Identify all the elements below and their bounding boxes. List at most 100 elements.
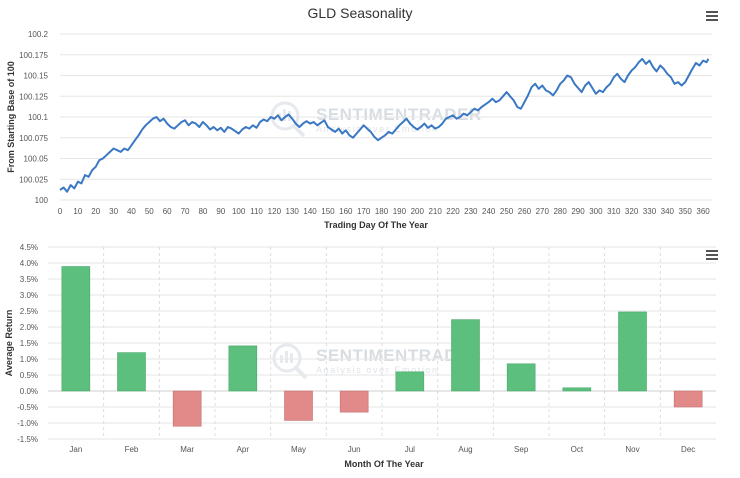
bar-aug[interactable]	[451, 319, 480, 392]
x-tick-label: 90	[216, 207, 225, 216]
x-tick-label: 120	[268, 207, 282, 216]
x-tick-label: 330	[643, 207, 657, 216]
y-tick-label: 100.175	[19, 51, 48, 60]
watermark-logo-icon	[270, 101, 306, 138]
x-tick-label: 220	[446, 207, 460, 216]
x-tick-label: 340	[661, 207, 675, 216]
bar-apr[interactable]	[228, 345, 258, 392]
x-tick-label: 130	[286, 207, 300, 216]
bar-feb[interactable]	[117, 352, 146, 392]
y-tick-label: 2.5%	[20, 307, 38, 316]
x-tick-label: Sep	[514, 445, 529, 454]
y-tick-label: 3.0%	[20, 291, 38, 300]
y-tick-label: 0.0%	[20, 387, 38, 396]
x-tick-label: 190	[393, 207, 407, 216]
watermark-top: SENTIMENTRADER Analysis over Emotion	[270, 101, 482, 138]
bar-jun[interactable]	[339, 390, 369, 413]
x-tick-label: Apr	[237, 445, 250, 454]
y-tick-label: 1.5%	[20, 339, 38, 348]
y-tick-label: -1.5%	[17, 435, 38, 444]
x-tick-label: 270	[536, 207, 550, 216]
menu-icon[interactable]	[704, 248, 720, 262]
line-chart-y-axis-title: From Starting Base of 100	[6, 61, 16, 173]
bar-dec[interactable]	[673, 390, 703, 408]
x-tick-label: 30	[109, 207, 118, 216]
x-tick-label: Oct	[571, 445, 584, 454]
line-chart-grid	[60, 33, 712, 201]
y-tick-label: 100.05	[24, 155, 49, 164]
x-tick-label: 230	[464, 207, 478, 216]
y-tick-label: 4.5%	[20, 243, 38, 252]
bar-jul[interactable]	[395, 371, 425, 392]
x-tick-label: 360	[696, 207, 710, 216]
bar-chart-y-axis: -1.5% -1.0% -0.5% 0.0% 0.5% 1.0% 1.5% 2.0% 2.5% 3…	[17, 243, 38, 444]
x-tick-label: 240	[482, 207, 496, 216]
bar-chart-x-axis: Jan Feb Mar Apr May Jun Jul Aug Sep Oct Nov Dec	[69, 445, 695, 454]
y-tick-label: 0.5%	[20, 371, 38, 380]
watermark-brand: SENTIMENTRADER	[316, 105, 482, 124]
watermark-tagline: Analysis over Emotion	[316, 365, 439, 375]
y-tick-label: 100.1	[28, 113, 49, 122]
y-tick-label: 100.025	[19, 175, 48, 184]
x-tick-label: 40	[127, 207, 136, 216]
x-tick-label: 150	[321, 207, 335, 216]
x-tick-label: Dec	[681, 445, 695, 454]
x-tick-label: 170	[357, 207, 371, 216]
x-tick-label: 260	[518, 207, 532, 216]
x-tick-label: 180	[375, 207, 389, 216]
x-tick-label: 350	[679, 207, 693, 216]
line-chart-x-axis: 0 10 20 30 40 50 60 70 80 90 100 110 120 130 140 150 160…	[58, 207, 711, 216]
line-chart-y-axis: 100 100.025 100.05 100.075 100.1 100.125 100.1…	[19, 30, 48, 205]
x-tick-label: 70	[181, 207, 190, 216]
x-tick-label: 310	[607, 207, 621, 216]
y-tick-label: 4.0%	[20, 259, 38, 268]
x-tick-label: 60	[163, 207, 172, 216]
x-tick-label: 320	[625, 207, 639, 216]
bar-may[interactable]	[284, 390, 313, 421]
bar-chart-y-axis-title: Average Return	[4, 310, 14, 377]
bar-chart-x-axis-title: Month Of The Year	[344, 459, 424, 469]
x-tick-label: 140	[303, 207, 317, 216]
y-tick-label: 100	[35, 196, 49, 205]
x-tick-label: Nov	[625, 445, 639, 454]
watermark-logo-icon	[272, 343, 308, 380]
y-tick-label: 3.5%	[20, 275, 38, 284]
y-tick-label: 100.125	[19, 92, 48, 101]
x-tick-label: Feb	[125, 445, 139, 454]
bar-chart-grid	[48, 246, 716, 440]
x-tick-label: 100	[232, 207, 246, 216]
x-tick-label: Jun	[348, 445, 361, 454]
x-tick-label: May	[291, 445, 306, 454]
menu-icon[interactable]	[704, 9, 720, 23]
x-tick-label: 0	[58, 207, 63, 216]
watermark-bottom: SENTIMENTRADER Analysis over Emotion	[272, 343, 482, 380]
y-tick-label: -1.0%	[17, 419, 38, 428]
x-tick-label: 300	[589, 207, 603, 216]
y-tick-label: -0.5%	[17, 403, 38, 412]
x-tick-label: 10	[73, 207, 82, 216]
x-tick-label: 290	[571, 207, 585, 216]
x-tick-label: Jul	[405, 445, 415, 454]
x-tick-label: 210	[428, 207, 442, 216]
bar-jan[interactable]	[61, 266, 91, 392]
x-tick-label: Jan	[69, 445, 82, 454]
bar-nov[interactable]	[618, 311, 647, 392]
line-chart-x-axis-title: Trading Day Of The Year	[324, 220, 428, 230]
y-tick-label: 1.0%	[20, 355, 38, 364]
bar-sep[interactable]	[506, 363, 536, 392]
bar-chart-bars	[61, 266, 703, 427]
y-tick-label: 100.2	[28, 30, 49, 39]
x-tick-label: 80	[198, 207, 207, 216]
y-tick-label: 100.15	[24, 72, 49, 81]
x-tick-label: 50	[145, 207, 154, 216]
x-tick-label: 200	[411, 207, 425, 216]
bar-mar[interactable]	[172, 390, 202, 427]
x-tick-label: 110	[250, 207, 263, 216]
x-tick-label: Mar	[180, 445, 194, 454]
watermark-brand: SENTIMENTRADER	[316, 346, 482, 365]
bar-oct[interactable]	[562, 387, 592, 392]
x-tick-label: Aug	[458, 445, 472, 454]
x-tick-label: 250	[500, 207, 514, 216]
series-line[interactable]	[59, 57, 710, 193]
